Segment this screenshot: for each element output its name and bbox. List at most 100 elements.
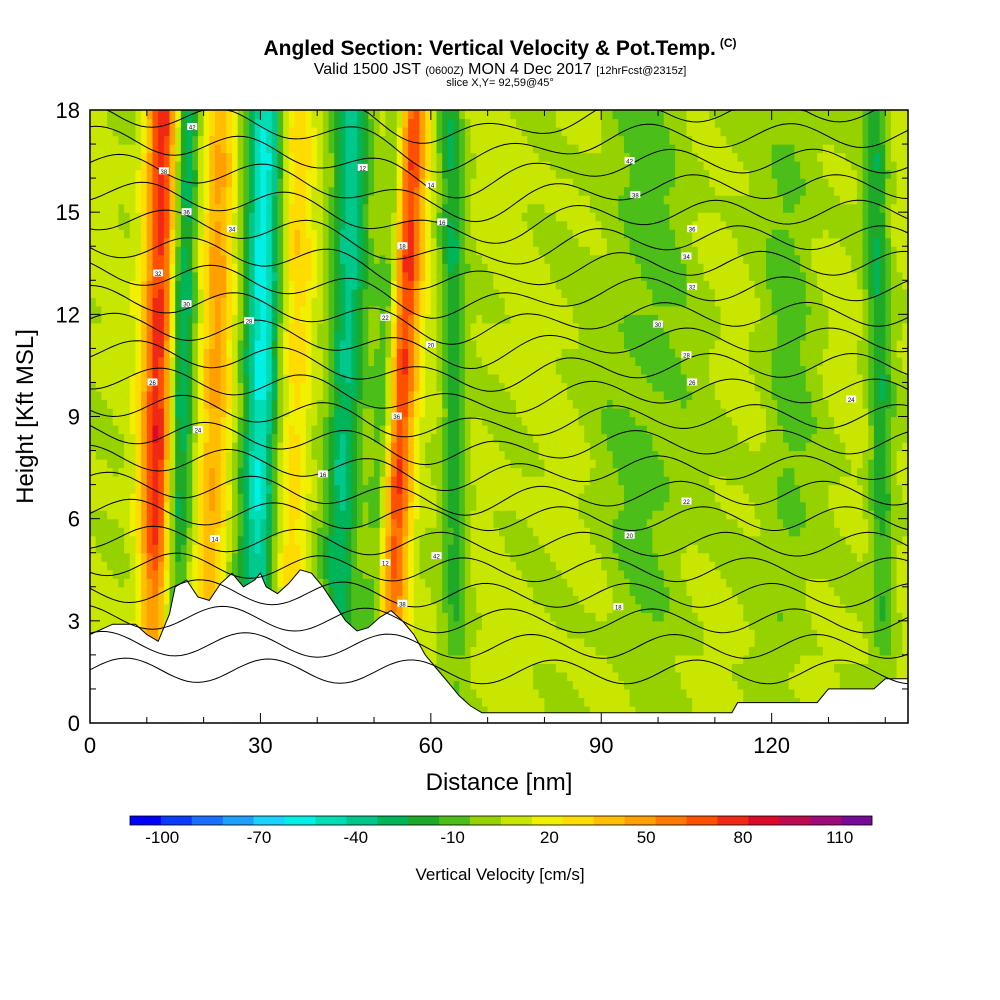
velocity-cell [152,484,159,494]
velocity-cell [135,544,142,554]
velocity-cell [158,331,165,341]
velocity-cell [220,254,227,264]
velocity-cell [214,527,222,537]
velocity-cell [107,263,114,273]
velocity-cell [158,407,165,418]
velocity-cell [124,186,131,196]
velocity-cell [425,152,432,162]
velocity-cell [254,314,262,324]
velocity-cell [447,595,455,605]
velocity-cell [436,450,443,460]
velocity-cell [107,476,114,486]
velocity-cell [214,203,222,213]
velocity-cell [430,135,438,145]
velocity-cell [442,544,449,554]
velocity-cell [90,544,97,554]
velocity-cell [317,382,324,392]
velocity-cell [425,110,432,120]
velocity-cell [237,484,244,494]
velocity-cell [90,535,97,545]
velocity-cell [163,467,171,477]
velocity-cell [402,407,409,418]
velocity-cell [476,629,483,639]
velocity-cell [419,365,426,375]
velocity-cell [481,620,489,630]
velocity-cell [470,629,477,639]
velocity-cell [442,442,449,452]
velocity-cell [254,127,262,137]
velocity-cell [124,356,131,367]
velocity-cell [101,425,108,435]
velocity-cell [118,263,125,273]
velocity-cell [459,654,466,664]
velocity-cell [277,178,284,188]
velocity-cell [254,356,262,367]
velocity-cell [283,246,290,256]
velocity-cell [362,152,369,162]
velocity-cell [283,305,290,315]
velocity-cell [470,612,477,622]
velocity-cell [300,118,307,128]
velocity-cell [385,195,392,205]
velocity-cell [396,118,404,128]
velocity-cell [385,322,392,332]
velocity-cell [328,484,335,494]
velocity-cell [362,356,369,367]
velocity-cell [391,527,398,537]
velocity-cell [300,433,307,443]
velocity-cell [317,416,324,426]
velocity-cell [141,535,148,545]
velocity-cell [368,246,375,256]
velocity-cell [146,510,154,520]
velocity-cell [226,263,233,273]
velocity-cell [175,382,182,392]
velocity-cell [226,186,233,196]
velocity-cell [260,527,267,537]
velocity-cell [430,254,438,264]
velocity-cell [124,467,131,477]
velocity-cell [459,450,466,460]
velocity-cell [192,501,199,511]
velocity-cell [107,501,114,511]
velocity-cell [175,212,182,222]
velocity-cell [118,135,125,145]
velocity-cell [146,271,154,281]
velocity-cell [101,373,108,384]
velocity-cell [328,169,335,179]
velocity-cell [124,152,131,162]
velocity-cell [141,229,148,239]
velocity-cell [345,416,352,426]
velocity-cell [311,425,318,435]
velocity-cell [158,510,165,520]
velocity-cell [214,373,222,384]
velocity-cell [481,578,489,588]
velocity-cell [447,527,455,537]
velocity-cell [470,646,477,656]
velocity-cell [129,254,137,264]
velocity-cell [209,450,216,460]
velocity-cell [419,544,426,554]
velocity-cell [112,484,119,494]
velocity-cell [118,212,125,222]
velocity-cell [226,152,233,162]
velocity-cell [453,459,460,469]
velocity-cell [226,390,233,401]
velocity-cell [101,484,108,494]
velocity-cell [362,561,369,571]
velocity-cell [226,305,233,315]
velocity-cell [277,229,284,239]
velocity-cell [192,416,199,426]
velocity-cell [260,493,267,503]
velocity-cell [124,254,131,264]
velocity-cell [447,646,455,656]
velocity-cell [118,118,125,128]
velocity-cell [447,254,455,264]
velocity-cell [95,229,102,239]
velocity-cell [294,118,301,128]
velocity-cell [447,356,455,367]
velocity-cell [442,501,449,511]
velocity-cell [374,544,381,554]
velocity-cell [254,459,262,469]
velocity-cell [356,152,364,162]
velocity-cell [95,152,102,162]
